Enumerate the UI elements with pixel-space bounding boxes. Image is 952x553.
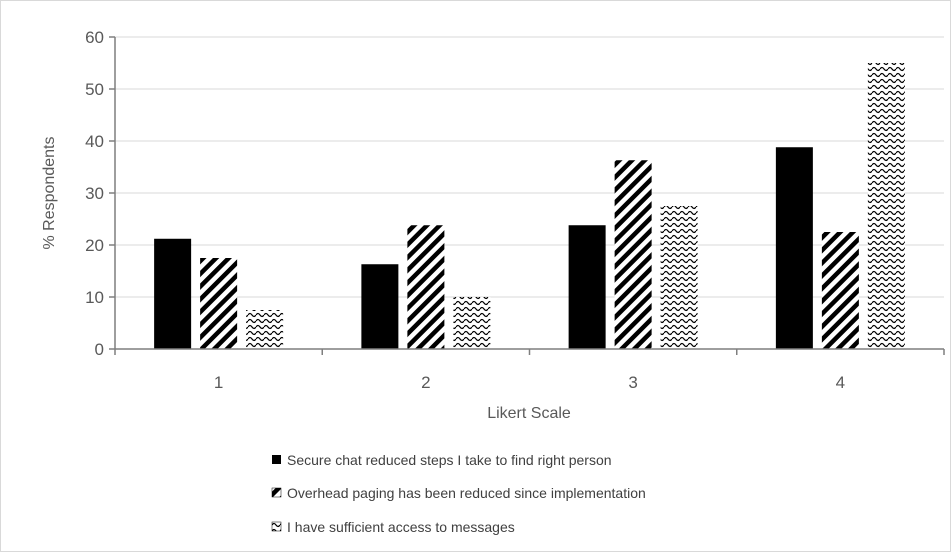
y-tick-label: 0 <box>95 340 104 359</box>
y-tick-label: 40 <box>85 132 104 151</box>
legend-swatch-series-3 <box>271 521 282 532</box>
x-axis-title: Likert Scale <box>487 405 571 422</box>
y-tick-labels: 0 10 20 30 40 50 60 <box>85 28 115 359</box>
bar-series-1-cat-4 <box>775 147 813 349</box>
legend-label-series-2: Overhead paging has been reduced since i… <box>287 485 646 501</box>
bar-series-3-cat-1 <box>246 310 284 349</box>
legend-label-series-1: Secure chat reduced steps I take to find… <box>287 452 612 468</box>
bar-series-2-cat-3 <box>614 160 652 349</box>
y-tick-label: 30 <box>85 184 104 203</box>
legend-swatch-series-1 <box>272 455 281 464</box>
legend: Secure chat reduced steps I take to find… <box>271 452 646 535</box>
legend-label-series-3: I have sufficient access to messages <box>287 519 515 535</box>
bar-series-3-cat-3 <box>660 206 698 349</box>
bar-series-2-cat-2 <box>407 225 445 349</box>
legend-swatch-series-2 <box>271 487 282 498</box>
y-tick-label: 20 <box>85 236 104 255</box>
y-tick-label: 10 <box>85 288 104 307</box>
x-tick-label: 3 <box>628 373 637 392</box>
x-tick-label: 2 <box>421 373 430 392</box>
x-tick-labels: 1 2 3 4 <box>114 349 945 392</box>
y-tick-label: 60 <box>85 28 104 47</box>
bar-series-3-cat-2 <box>453 297 491 349</box>
x-tick-label: 1 <box>214 373 223 392</box>
bar-series-3-cat-4 <box>867 63 905 349</box>
bar-series-1-cat-3 <box>568 225 606 349</box>
y-axis-title: % Respondents <box>41 137 58 250</box>
y-tick-label: 50 <box>85 80 104 99</box>
bar-series-2-cat-4 <box>821 232 859 349</box>
bars <box>154 63 905 349</box>
bar-series-1-cat-1 <box>154 238 192 349</box>
x-tick-label: 4 <box>836 373 845 392</box>
gridlines <box>115 36 944 298</box>
bar-series-2-cat-1 <box>200 258 238 349</box>
bar-series-1-cat-2 <box>361 264 399 349</box>
